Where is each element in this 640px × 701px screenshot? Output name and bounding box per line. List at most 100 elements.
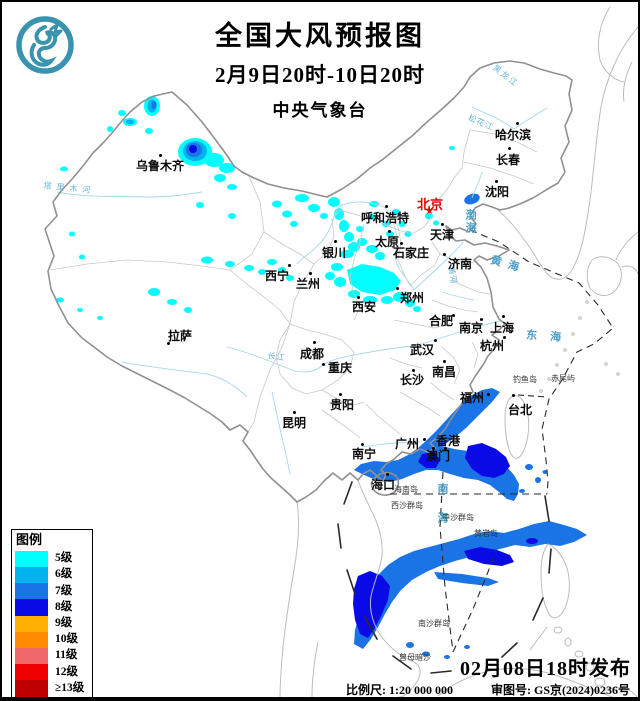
- city-dot: [440, 222, 444, 226]
- legend-title: 图例: [16, 532, 43, 547]
- city-dot: [442, 359, 446, 363]
- legend-swatch: [15, 664, 48, 681]
- city-label: 石家庄: [393, 246, 430, 260]
- city-dot: [321, 362, 325, 366]
- city-label: 重庆: [328, 361, 353, 375]
- city-label: 杭州: [480, 339, 505, 353]
- city-dot: [486, 392, 490, 396]
- city-label: 乌鲁木齐: [136, 159, 185, 173]
- city-dot: [387, 229, 391, 233]
- legend-label: ≥13级: [55, 681, 85, 694]
- island-label: 钓鱼岛: [513, 375, 537, 384]
- city-label: 合肥: [429, 314, 454, 328]
- city-dot: [292, 410, 296, 414]
- legend-label: 10级: [55, 633, 78, 646]
- legend-swatch: [15, 567, 48, 584]
- city-label: 台北: [508, 403, 533, 417]
- legend-row: 6级: [12, 567, 92, 584]
- city-dot: [501, 314, 505, 318]
- capital-label: 北京: [417, 197, 444, 212]
- city-label: 拉萨: [168, 329, 193, 343]
- legend-row: 9级: [12, 615, 92, 632]
- city-label: 贵阳: [330, 398, 355, 412]
- city-label: 南宁: [352, 447, 377, 461]
- city-label: 香港: [436, 434, 461, 448]
- island-label: 黄岩岛: [474, 529, 498, 538]
- city-dot: [431, 446, 435, 450]
- legend-label: 11级: [55, 649, 78, 662]
- map-scale: 比例尺: 1:20 000 000: [346, 683, 453, 697]
- city-dot: [395, 286, 399, 290]
- legend-swatch: [15, 648, 48, 665]
- city-dot: [442, 252, 446, 256]
- city-dot: [399, 241, 403, 245]
- legend-label: 9级: [55, 616, 73, 629]
- city-dot: [333, 239, 337, 243]
- city-dot: [422, 437, 426, 441]
- approval-number: 审图号: GS京(2024)0236号: [491, 683, 630, 697]
- city-label: 长春: [496, 153, 521, 167]
- city-label: 西宁: [265, 269, 290, 283]
- island-label: 中沙群岛: [442, 513, 474, 522]
- legend-swatch: [15, 615, 48, 632]
- city-dot: [356, 295, 360, 299]
- island-label: 曾母暗沙: [399, 653, 431, 662]
- city-label: 广州: [395, 437, 420, 451]
- dashed-boundaries: [337, 229, 614, 674]
- legend-row: ≥13级: [12, 680, 92, 697]
- city-label: 长沙: [400, 373, 425, 387]
- legend-label: 5级: [55, 552, 73, 565]
- sea-label: 渤海: [464, 209, 476, 235]
- city-label: 太原: [375, 235, 400, 249]
- legend-swatch: [15, 550, 48, 568]
- city-dot: [308, 271, 312, 275]
- legend-row: 8级: [12, 599, 92, 616]
- city-label: 南昌: [432, 365, 457, 379]
- rivers: [56, 106, 548, 475]
- city-dot: [502, 335, 506, 339]
- city-label: 郑州: [400, 291, 425, 305]
- legend-swatch: [15, 583, 48, 600]
- publish-time: 02月08日18时发布: [460, 658, 631, 680]
- legend-label: 6级: [55, 568, 73, 581]
- legend-items: 5级 6级 7级 8级 9级 10级 11级 12级 ≥13级: [12, 550, 92, 697]
- legend-swatch: [15, 599, 48, 616]
- wind-patch-layer-8: [189, 145, 538, 638]
- city-dot: [360, 442, 364, 446]
- city-dot: [507, 146, 511, 150]
- capital-star-icon: ★: [425, 206, 434, 217]
- legend-label: 8级: [55, 600, 73, 613]
- city-label: 昆明: [282, 416, 307, 430]
- legend-box: 图例 5级 6级 7级 8级 9级 10级 11级 12级 ≥13级: [11, 529, 93, 697]
- sea-label: 南海: [436, 483, 448, 541]
- island-label: 海南岛: [394, 485, 418, 494]
- city-label: 南京: [459, 321, 484, 335]
- nine-dash-line: [337, 481, 552, 674]
- legend-swatch: [15, 680, 48, 697]
- city-label: 天津: [430, 228, 455, 242]
- city-dot: [451, 313, 455, 317]
- city-dot: [166, 341, 170, 345]
- city-dot: [384, 204, 388, 208]
- legend-row: 11级: [12, 648, 92, 665]
- city-label: 澳门: [426, 449, 451, 463]
- cma-dragon-logo-icon: [16, 16, 74, 74]
- city-label: 福州: [460, 391, 485, 405]
- city-dot: [443, 446, 447, 450]
- legend-label: 7级: [55, 584, 73, 597]
- city-label: 西安: [352, 300, 377, 314]
- legend-label: 12级: [55, 665, 78, 678]
- city-dot: [494, 179, 498, 183]
- province-boundaries: [49, 129, 538, 439]
- city-label: 银川: [322, 246, 347, 260]
- city-dot: [287, 263, 291, 267]
- legend-swatch: [15, 631, 48, 649]
- city-label: 呼和浩特: [361, 211, 410, 225]
- city-dot: [411, 368, 415, 372]
- city-dot: [312, 340, 316, 344]
- city-dot: [338, 392, 342, 396]
- city-label: 成都: [300, 347, 325, 361]
- china-boundary: [44, 60, 573, 503]
- city-dot: [158, 153, 162, 157]
